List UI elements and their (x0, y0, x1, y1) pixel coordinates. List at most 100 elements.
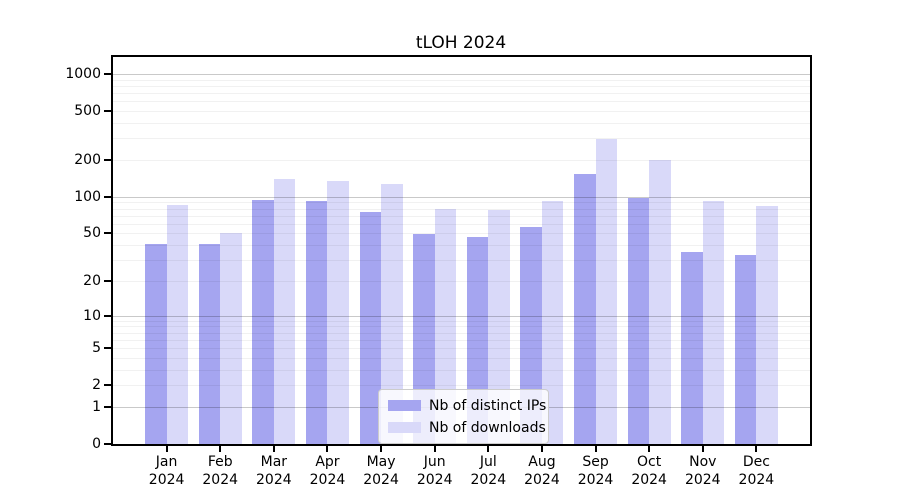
y-tick-label: 20 (83, 272, 101, 289)
legend-row: Nb of downloads (388, 419, 546, 436)
y-tick-label: 5 (92, 340, 101, 357)
y-tick (104, 232, 111, 235)
x-tick (165, 446, 168, 452)
minor-gridline (113, 224, 810, 225)
major-gridline (113, 197, 810, 198)
minor-gridline (113, 216, 810, 217)
x-axis: Jan 2024 Feb 2024 Mar 2024 Apr 2024 May 2024… (113, 57, 810, 488)
minor-gridline (113, 333, 810, 334)
bar-nb-of-downloads-jan (167, 205, 188, 444)
y-tick (104, 279, 111, 282)
minor-gridline (113, 101, 810, 102)
minor-gridline (113, 202, 810, 203)
y-tick (104, 347, 111, 350)
y-tick (104, 195, 111, 198)
y-tick (104, 73, 111, 75)
bar-nb-of-downloads-aug (542, 201, 563, 444)
x-tick-label: Sep 2024 (577, 454, 614, 489)
x-tick (326, 446, 329, 452)
minor-gridline (113, 86, 810, 87)
bar-nb-of-downloads-jul (488, 210, 510, 444)
major-gridline (113, 316, 810, 317)
bar-nb-of-distinct-ips-nov (681, 252, 703, 444)
bar-nb-of-distinct-ips-apr (306, 201, 327, 444)
legend-swatch-distinct-ips (388, 400, 421, 411)
x-tick (540, 446, 543, 452)
minor-gridline (113, 80, 810, 81)
y-tick-label: 100 (74, 188, 101, 205)
x-tick (487, 446, 490, 452)
minor-gridline (113, 370, 810, 371)
x-tick (648, 446, 651, 452)
x-tick-label: Oct 2024 (631, 454, 667, 489)
y-tick (104, 384, 111, 387)
y-axis: 1000 500 200 100 50 20 10 5 2 1 0 (65, 57, 810, 452)
x-tick-label: Apr 2024 (309, 454, 346, 489)
minor-gridline (113, 340, 810, 341)
x-tick-label: Dec 2024 (738, 454, 775, 489)
minor-gridline (113, 93, 810, 94)
y-tick-label: 50 (83, 225, 101, 242)
minor-gridline (113, 385, 810, 386)
minor-gridline (113, 233, 810, 234)
x-tick-label: Aug 2024 (524, 454, 560, 489)
legend-label-downloads: Nb of downloads (429, 419, 546, 436)
y-tick (104, 443, 111, 445)
y-tick (104, 158, 111, 161)
bar-nb-of-distinct-ips-feb (199, 244, 220, 444)
x-tick (433, 446, 436, 452)
x-tick (594, 446, 597, 452)
minor-gridline (113, 358, 810, 359)
bar-nb-of-downloads-may (381, 184, 403, 444)
x-tick-label: Jun 2024 (416, 454, 453, 489)
bar-nb-of-distinct-ips-mar (252, 200, 274, 444)
minor-gridline (113, 281, 810, 282)
minor-gridline (113, 245, 810, 246)
x-tick (701, 446, 704, 452)
chart-title: tLOH 2024 (415, 33, 507, 53)
bar-nb-of-downloads-mar (274, 179, 295, 444)
x-tick (380, 446, 383, 452)
bar-nb-of-downloads-nov (703, 201, 724, 444)
y-tick-label: 2 (92, 377, 101, 394)
bar-nb-of-downloads-apr (327, 181, 349, 444)
x-tick-label: Mar 2024 (256, 454, 292, 489)
y-tick-label: 1000 (65, 66, 101, 82)
x-tick (755, 446, 758, 452)
y-tick-label: 10 (83, 307, 101, 324)
plot-area: 1000 500 200 100 50 20 10 5 2 1 0 Jan 2024 Feb 2024… (65, 55, 812, 488)
x-tick-label: May 2024 (363, 454, 399, 489)
major-gridline (113, 74, 810, 75)
x-tick-label: Jul 2024 (470, 454, 507, 489)
bar-nb-of-distinct-ips-sep (574, 174, 596, 444)
bar-nb-of-downloads-feb (220, 233, 242, 444)
legend-row: Nb of distinct IPs (388, 397, 546, 414)
minor-gridline (113, 138, 810, 139)
x-tick (272, 446, 275, 452)
legend-swatch-downloads (388, 422, 421, 433)
legend: Nb of distinct IPs Nb of downloads (378, 389, 549, 444)
bar-nb-of-distinct-ips-jan (145, 244, 167, 444)
minor-gridline (113, 321, 810, 322)
y-tick-label: 0 (92, 436, 101, 452)
bar-nb-of-distinct-ips-may (360, 212, 381, 444)
y-tick-label: 500 (74, 103, 101, 120)
gridlines (113, 57, 810, 444)
minor-gridline (113, 209, 810, 210)
y-tick (104, 314, 111, 317)
minor-gridline (113, 348, 810, 349)
y-tick-label: 200 (74, 151, 101, 168)
minor-gridline (113, 111, 810, 112)
minor-gridline (113, 326, 810, 327)
y-tick (104, 405, 111, 408)
y-tick-label: 1 (92, 398, 101, 415)
x-tick (219, 446, 222, 452)
x-tick-label: Jan 2024 (148, 454, 185, 489)
x-tick-label: Nov 2024 (684, 454, 721, 489)
bar-nb-of-downloads-jun (435, 209, 456, 444)
bar-nb-of-downloads-dec (756, 206, 778, 444)
minor-gridline (113, 160, 810, 161)
bar-nb-of-downloads-sep (596, 139, 617, 444)
minor-gridline (113, 260, 810, 261)
